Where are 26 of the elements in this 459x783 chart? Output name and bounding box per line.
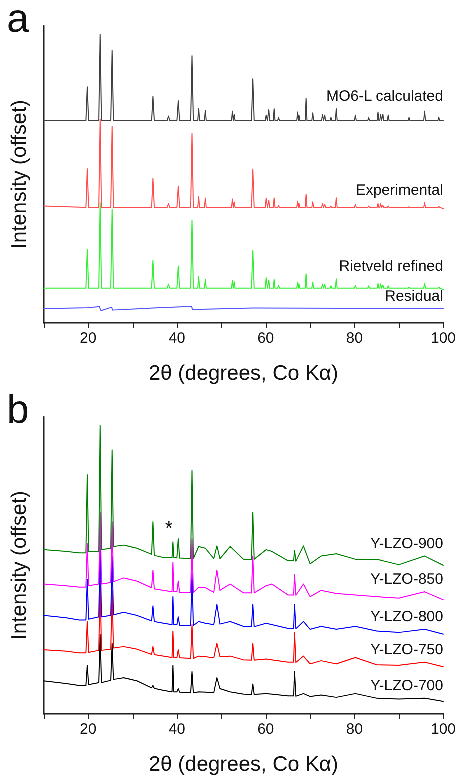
series-label: Y-LZO-800 [370,608,444,626]
series-label: MO6-L calculated [326,88,444,106]
x-tick-label: 100 [430,330,456,347]
chart-title: b [7,388,30,432]
series-label: Y-LZO-750 [370,641,444,658]
annotation: * [165,518,174,540]
series-label: Y-LZO-900 [370,535,444,552]
x-tick-label: 100 [430,721,456,738]
series-label: Residual [385,288,444,305]
series-label: Y-LZO-700 [370,677,444,694]
x-tick-label: 80 [346,721,364,738]
x-tick-label: 60 [258,721,274,738]
x-tick-label: 40 [168,721,186,738]
x-tick-label: 80 [346,330,364,347]
chart-title: a [7,0,30,41]
series-label: Y-LZO-850 [370,571,444,588]
x-tick-label: 40 [168,330,186,347]
x-tick-label: 20 [80,721,97,738]
x-axis-title: 2θ (degrees, Co Kα) [148,362,339,385]
series-label: Rietveld refined [339,258,444,276]
series-label: Experimental [356,182,444,200]
y-axis-title: Intensity (offset) [8,490,31,640]
y-axis-title: Intensity (offset) [8,100,31,250]
x-axis-title: 2θ (degrees, Co Kα) [148,753,339,776]
x-tick-label: 60 [258,330,274,347]
x-tick-label: 20 [80,330,97,347]
